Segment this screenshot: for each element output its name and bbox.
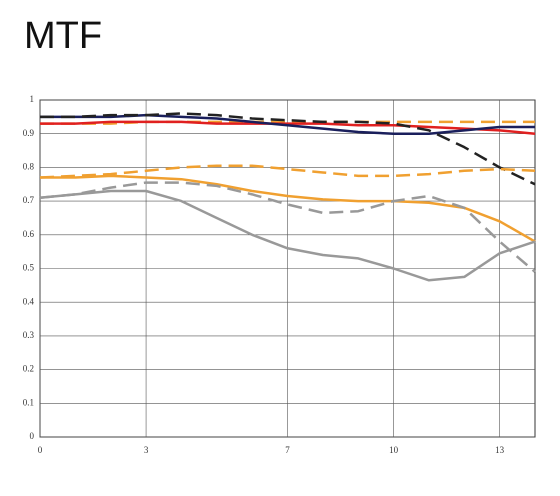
y-tick-label: 0.6 [23, 229, 35, 239]
y-tick-label: 0.1 [23, 397, 34, 407]
line-series [40, 120, 535, 125]
y-tick-label: 1 [30, 94, 35, 104]
y-tick-label: 0.3 [23, 330, 35, 340]
line-series [40, 174, 536, 243]
x-tick-label: 0 [38, 445, 43, 455]
line-series [39, 189, 536, 282]
y-tick-label: 0.8 [23, 161, 35, 171]
y-tick-label: 0.4 [23, 296, 35, 306]
x-tick-label: 7 [285, 445, 290, 455]
y-tick-label: 0.9 [23, 128, 35, 138]
y-tick-label: 0.5 [23, 263, 35, 273]
y-tick-label: 0 [30, 431, 35, 441]
x-tick-label: 3 [144, 445, 149, 455]
line-series [40, 120, 536, 135]
y-tick-label: 0.7 [23, 195, 35, 205]
line-series [39, 181, 536, 273]
x-tick-label: 13 [495, 445, 505, 455]
y-tick-label: 0.2 [23, 364, 34, 374]
line-series [40, 113, 535, 135]
chart-title: MTF [24, 15, 102, 57]
x-tick-label: 10 [389, 445, 399, 455]
